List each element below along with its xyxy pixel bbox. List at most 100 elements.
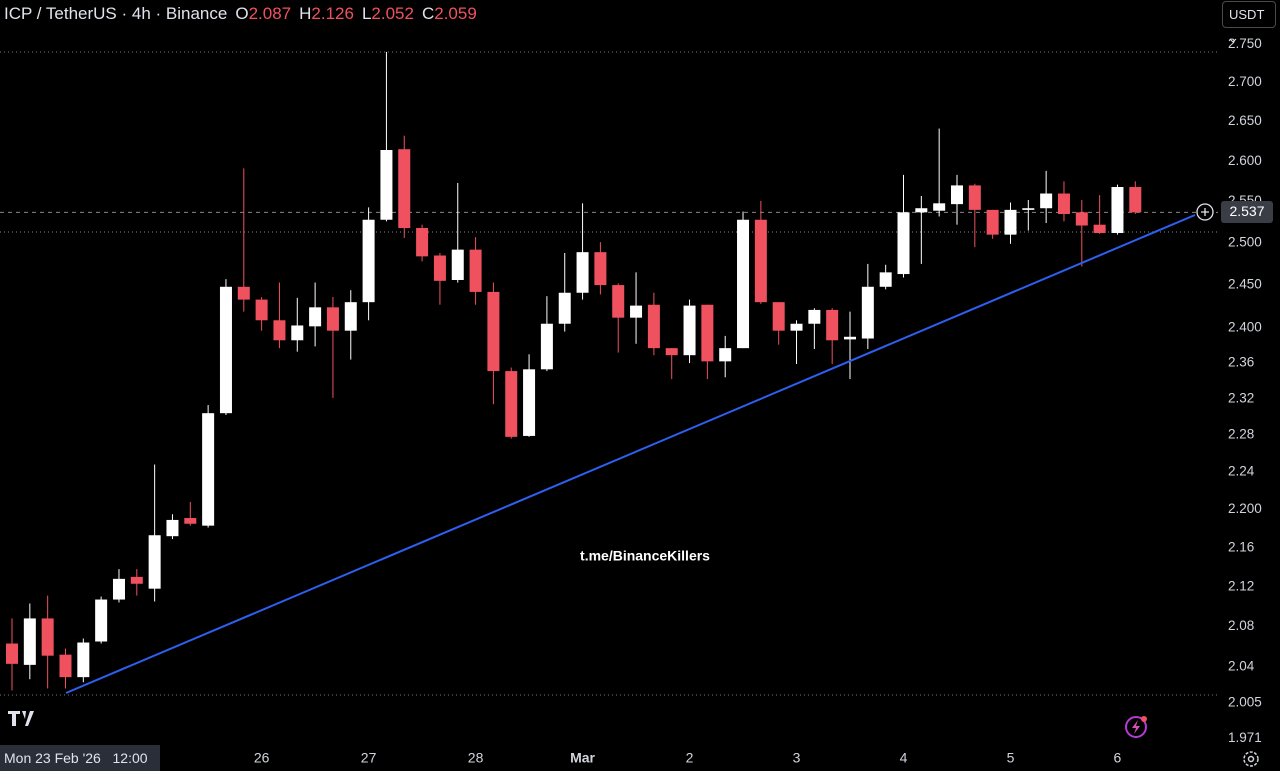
candle-body bbox=[112, 578, 125, 600]
currency: USDT bbox=[1229, 7, 1265, 22]
candle-body bbox=[77, 642, 90, 678]
candle-body bbox=[1004, 209, 1017, 235]
candle-body bbox=[469, 249, 482, 292]
candle-body bbox=[647, 304, 660, 349]
crosshair-time-label: Mon 23 Feb '26 12:00 bbox=[0, 745, 160, 771]
y-tick-label: 2.750 bbox=[1228, 36, 1262, 51]
x-tick-label: 2 bbox=[686, 750, 694, 766]
price-label-box bbox=[1221, 201, 1273, 223]
candle-body bbox=[719, 348, 732, 362]
y-tick-label: 2.28 bbox=[1228, 427, 1254, 442]
candle-body bbox=[398, 149, 411, 229]
candle-body bbox=[219, 286, 232, 414]
x-tick-label: 28 bbox=[468, 750, 484, 766]
candle-body bbox=[362, 219, 375, 303]
candle-body bbox=[166, 519, 179, 537]
candle-body bbox=[1093, 224, 1106, 233]
candle-body bbox=[41, 618, 54, 656]
y-tick-label: 2.005 bbox=[1228, 695, 1262, 710]
candle-body bbox=[754, 219, 767, 303]
candle-body bbox=[915, 208, 928, 213]
add-icon-plus bbox=[1201, 208, 1209, 216]
candle-body bbox=[701, 304, 714, 362]
candle-body bbox=[487, 291, 500, 372]
header: ICP / TetherUS · 4h · Binance O2.087 H2.12… bbox=[4, 4, 477, 24]
y-tick-label: 2.650 bbox=[1228, 113, 1262, 128]
y-tick-label: 2.600 bbox=[1228, 153, 1262, 168]
candle-body bbox=[772, 302, 785, 331]
candle-body bbox=[255, 299, 268, 321]
candle-body bbox=[861, 286, 874, 339]
y-tick-label: 2.12 bbox=[1228, 578, 1254, 593]
candle-body bbox=[540, 323, 553, 370]
price-label: 2.537 bbox=[1229, 203, 1264, 219]
last-price: 2.537 bbox=[1196, 201, 1273, 223]
y-axis: 2.7502.7002.6502.6002.5502.5002.4502.400… bbox=[1228, 36, 1262, 745]
candle-body bbox=[237, 286, 250, 300]
candles bbox=[0, 51, 1218, 691]
candle-body bbox=[95, 599, 108, 642]
ohlc-key: H bbox=[299, 4, 312, 23]
candle-body bbox=[612, 285, 625, 318]
gear bbox=[1243, 751, 1259, 767]
candle-body bbox=[1057, 193, 1070, 214]
symbol: ICP / TetherUS · 4h · Binance bbox=[4, 4, 228, 23]
ohlc-value: 2.059 bbox=[434, 4, 477, 23]
candle-body bbox=[416, 228, 429, 257]
candle-body bbox=[968, 185, 981, 210]
bolt-circle bbox=[1125, 716, 1147, 738]
y-tick-label: 2.16 bbox=[1228, 539, 1254, 554]
y-tick-label: 1.971 bbox=[1228, 730, 1262, 745]
candle-body bbox=[380, 150, 393, 220]
candle-body bbox=[897, 212, 910, 275]
candle-body bbox=[1075, 212, 1088, 226]
candle-body bbox=[6, 643, 18, 664]
candle-body bbox=[291, 325, 304, 341]
ohlc-value: 2.126 bbox=[311, 4, 354, 23]
y-tick-label: 2.700 bbox=[1228, 74, 1262, 89]
x-tick-label: 26 bbox=[254, 750, 270, 766]
logo-shape bbox=[8, 711, 34, 726]
candle-body bbox=[950, 185, 963, 205]
settings-icon[interactable] bbox=[1243, 751, 1259, 767]
tv-logo bbox=[8, 711, 34, 726]
candle-body bbox=[505, 371, 518, 437]
candle-body bbox=[326, 307, 339, 331]
candle-body bbox=[1111, 187, 1124, 233]
y-tick-label: 2.24 bbox=[1228, 463, 1255, 478]
x-axis: 26 27 28 Mar 2 3 4 5 6 bbox=[254, 750, 1122, 766]
candle-body bbox=[273, 320, 286, 341]
ohlc-key: O bbox=[235, 4, 249, 23]
y-tick-label: 2.500 bbox=[1228, 235, 1262, 250]
y-tick-label: 2.36 bbox=[1228, 355, 1254, 370]
y-tick-label: 2.32 bbox=[1228, 390, 1254, 405]
x-tick-label: 4 bbox=[900, 750, 908, 766]
y-tick-label: 2.04 bbox=[1228, 658, 1255, 673]
bolt-icon[interactable] bbox=[1125, 716, 1147, 738]
candle-body bbox=[433, 255, 446, 281]
candle-body bbox=[130, 576, 143, 584]
ohlc-value: 2.052 bbox=[371, 4, 414, 23]
candle-body bbox=[558, 292, 571, 324]
candle-body bbox=[148, 535, 161, 589]
candle-body bbox=[879, 272, 892, 287]
y-tick-label: 2.200 bbox=[1228, 501, 1262, 516]
candle-body bbox=[1129, 187, 1142, 213]
ohlc-key: C bbox=[421, 4, 435, 23]
candle-body bbox=[309, 307, 322, 327]
ohlc-value: 2.087 bbox=[248, 4, 292, 23]
currency-button[interactable]: USDT bbox=[1222, 1, 1276, 43]
y-tick-label: 2.450 bbox=[1228, 277, 1262, 292]
candle-body bbox=[630, 305, 643, 318]
candle-body bbox=[933, 203, 946, 211]
candle-body bbox=[683, 305, 696, 356]
candle-body bbox=[1040, 193, 1053, 209]
bolt bbox=[1132, 720, 1140, 734]
x-tick-label: 3 bbox=[793, 750, 801, 766]
x-tick-label: 27 bbox=[361, 750, 377, 766]
y-tick-label: 2.08 bbox=[1228, 618, 1254, 633]
candle-body bbox=[790, 323, 803, 331]
x-tick-label: 6 bbox=[1114, 750, 1122, 766]
